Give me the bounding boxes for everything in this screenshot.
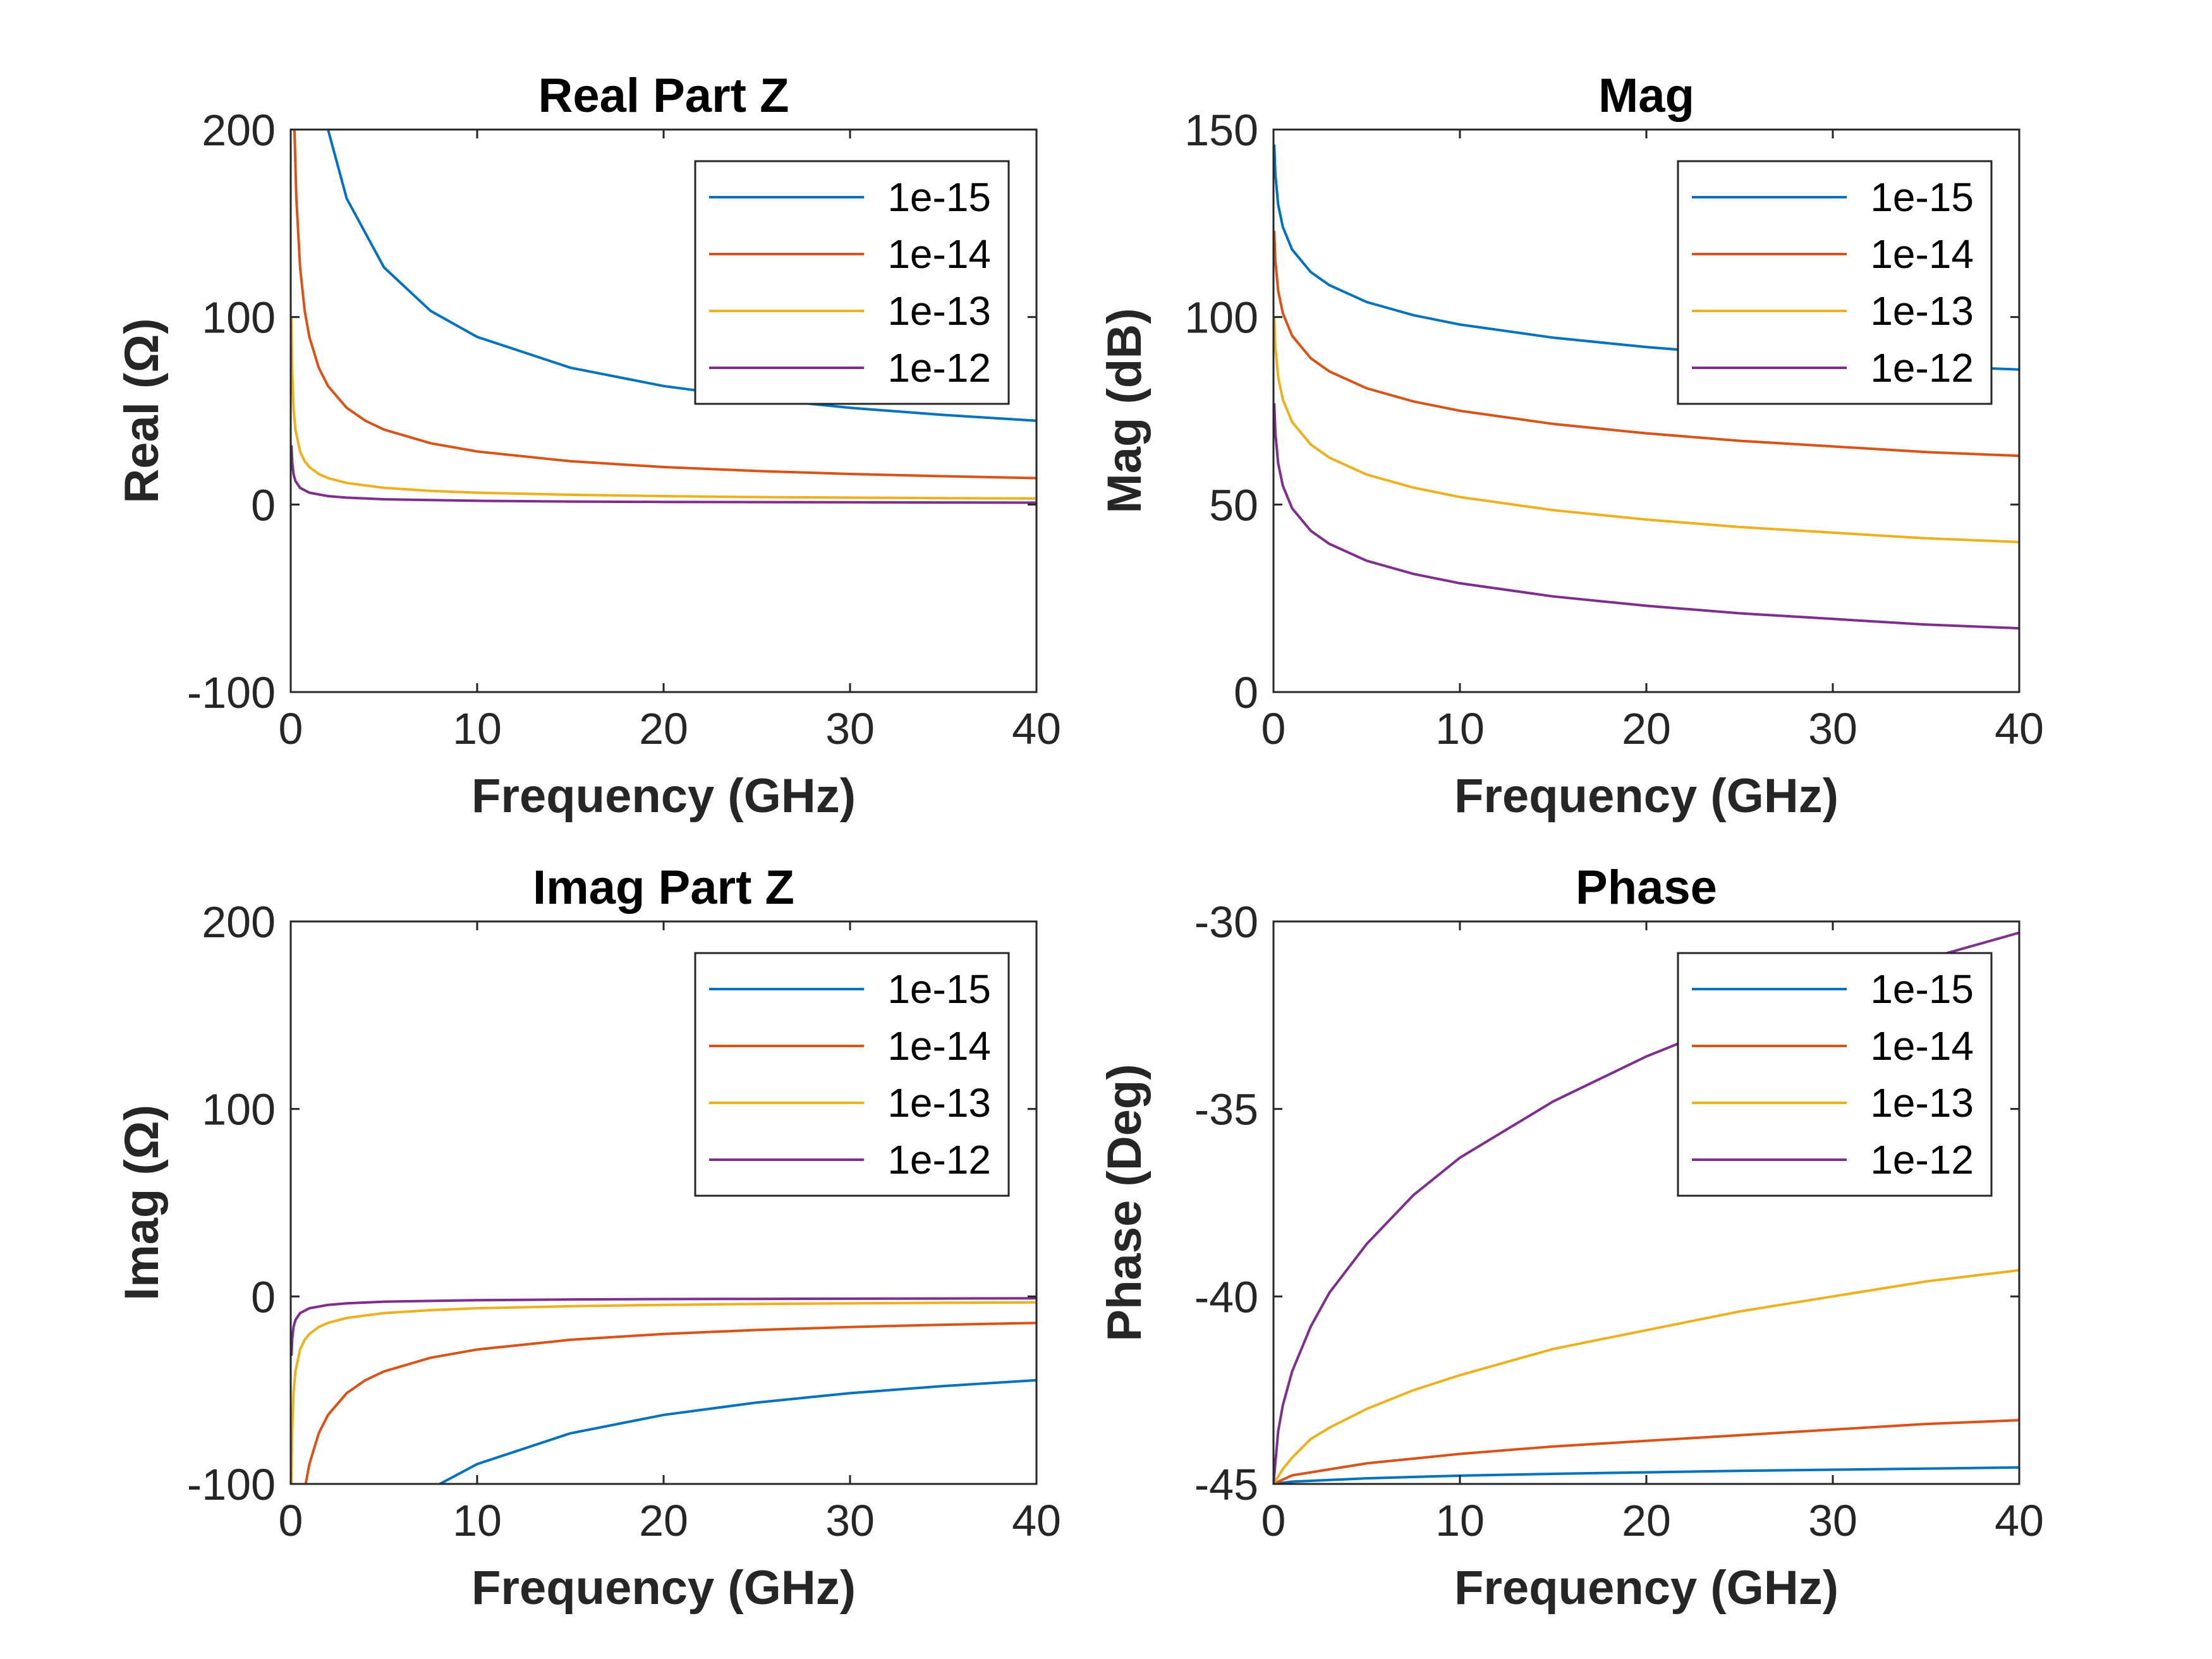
- y-tick-label: -45: [1194, 1460, 1258, 1509]
- x-tick-label: 30: [1808, 704, 1857, 753]
- legend-label: 1e-12: [1870, 345, 1974, 391]
- series-line-1e-14: [1273, 1419, 2019, 1484]
- legend-label: 1e-13: [1870, 288, 1974, 334]
- x-tick-label: 30: [825, 1496, 875, 1545]
- x-axis-label: Frequency (GHz): [471, 769, 856, 823]
- legend-label: 1e-15: [1870, 966, 1974, 1012]
- legend: 1e-15 1e-14 1e-13 1e-12: [694, 952, 1010, 1197]
- legend-label: 1e-12: [887, 345, 991, 391]
- x-tick-label: 10: [453, 704, 502, 753]
- series-line-1e-14: [304, 1322, 1036, 1484]
- legend-label: 1e-13: [1870, 1080, 1974, 1126]
- y-axis-label: Phase (Deg): [1098, 1064, 1152, 1341]
- legend-label: 1e-15: [887, 174, 991, 220]
- x-axis-label: Frequency (GHz): [1454, 769, 1838, 823]
- y-axis-label: Mag (dB): [1098, 308, 1152, 513]
- chart-title: Real Part Z: [538, 69, 789, 123]
- x-tick-label: 20: [1622, 704, 1671, 753]
- x-tick-label: 40: [1012, 704, 1061, 753]
- y-axis-label: Real (Ω): [115, 318, 169, 503]
- x-tick-label: 40: [1012, 1496, 1061, 1545]
- series-line-1e-15: [439, 1378, 1036, 1484]
- series-line-1e-14: [1273, 231, 2019, 458]
- series-line-1e-13: [1273, 1268, 2019, 1484]
- chart-title: Imag Part Z: [533, 861, 794, 915]
- series-line-1e-12: [291, 445, 1036, 504]
- series-line-1e-15: [327, 130, 1036, 422]
- legend-label: 1e-15: [1870, 174, 1974, 220]
- y-tick-label: 100: [202, 293, 276, 343]
- legend-label: 1e-14: [1870, 1023, 1974, 1069]
- x-tick-label: 0: [1261, 1496, 1286, 1545]
- legend-label: 1e-14: [887, 231, 991, 277]
- legend-label: 1e-13: [887, 1080, 991, 1126]
- y-tick-label: -100: [187, 1460, 276, 1509]
- x-tick-label: 40: [1995, 1496, 2044, 1545]
- y-tick-label: 50: [1209, 480, 1258, 530]
- x-tick-label: 20: [639, 704, 688, 753]
- series-line-1e-13: [291, 1301, 1036, 1484]
- legend-label: 1e-14: [1870, 231, 1974, 277]
- series-line-1e-12: [291, 1297, 1036, 1356]
- y-tick-label: 0: [251, 480, 276, 530]
- y-tick-label: 200: [202, 897, 276, 947]
- series-line-1e-15: [1273, 1466, 2019, 1484]
- y-tick-label: 0: [1234, 668, 1258, 717]
- y-tick-label: 100: [1184, 293, 1258, 343]
- x-tick-label: 0: [279, 704, 303, 753]
- legend-box: [694, 952, 1010, 1197]
- legend-box: [1677, 160, 1993, 405]
- series-line-1e-12: [1273, 403, 2019, 630]
- legend-label: 1e-14: [887, 1023, 991, 1069]
- legend-label: 1e-15: [887, 966, 991, 1012]
- legend-box: [694, 160, 1010, 405]
- legend: 1e-15 1e-14 1e-13 1e-12: [1677, 160, 1993, 405]
- subplot-mag: 0 10 20 30 40 0 50 100 150 Mag Frequency (GHz) Mag …: [1098, 69, 2044, 823]
- x-tick-label: 10: [1435, 704, 1485, 753]
- y-tick-label: -30: [1194, 897, 1258, 947]
- y-axis-label: Imag (Ω): [115, 1105, 169, 1301]
- x-tick-label: 30: [825, 704, 875, 753]
- series-line-1e-13: [291, 317, 1036, 500]
- series-line-1e-14: [293, 130, 1036, 480]
- legend: 1e-15 1e-14 1e-13 1e-12: [694, 160, 1010, 405]
- legend-label: 1e-12: [1870, 1137, 1974, 1182]
- x-tick-label: 0: [1261, 704, 1286, 753]
- y-tick-label: 0: [251, 1272, 276, 1322]
- x-tick-label: 10: [453, 1496, 502, 1545]
- y-tick-label: 100: [202, 1085, 276, 1134]
- x-tick-label: 20: [639, 1496, 688, 1545]
- x-axis-label: Frequency (GHz): [1454, 1561, 1838, 1615]
- x-axis-label: Frequency (GHz): [471, 1561, 856, 1615]
- legend-label: 1e-12: [887, 1137, 991, 1182]
- legend: 1e-15 1e-14 1e-13 1e-12: [1677, 952, 1993, 1197]
- x-tick-label: 20: [1622, 1496, 1671, 1545]
- x-tick-label: 10: [1435, 1496, 1485, 1545]
- y-tick-label: 200: [202, 106, 276, 155]
- x-tick-label: 0: [279, 1496, 303, 1545]
- x-tick-label: 30: [1808, 1496, 1857, 1545]
- x-tick-label: 40: [1995, 704, 2044, 753]
- y-tick-label: -35: [1194, 1085, 1258, 1134]
- chart-title: Phase: [1576, 861, 1717, 915]
- series-line-1e-13: [1273, 317, 2019, 544]
- y-tick-label: -40: [1194, 1272, 1258, 1322]
- subplot-phase: 0 10 20 30 40 -45 -40 -35 -30 Phase Frequency (GHz…: [1098, 861, 2044, 1615]
- legend-box: [1677, 952, 1993, 1197]
- legend-label: 1e-13: [887, 288, 991, 334]
- y-tick-label: 150: [1184, 106, 1258, 155]
- y-tick-label: -100: [187, 668, 276, 717]
- chart-title: Mag: [1598, 69, 1694, 123]
